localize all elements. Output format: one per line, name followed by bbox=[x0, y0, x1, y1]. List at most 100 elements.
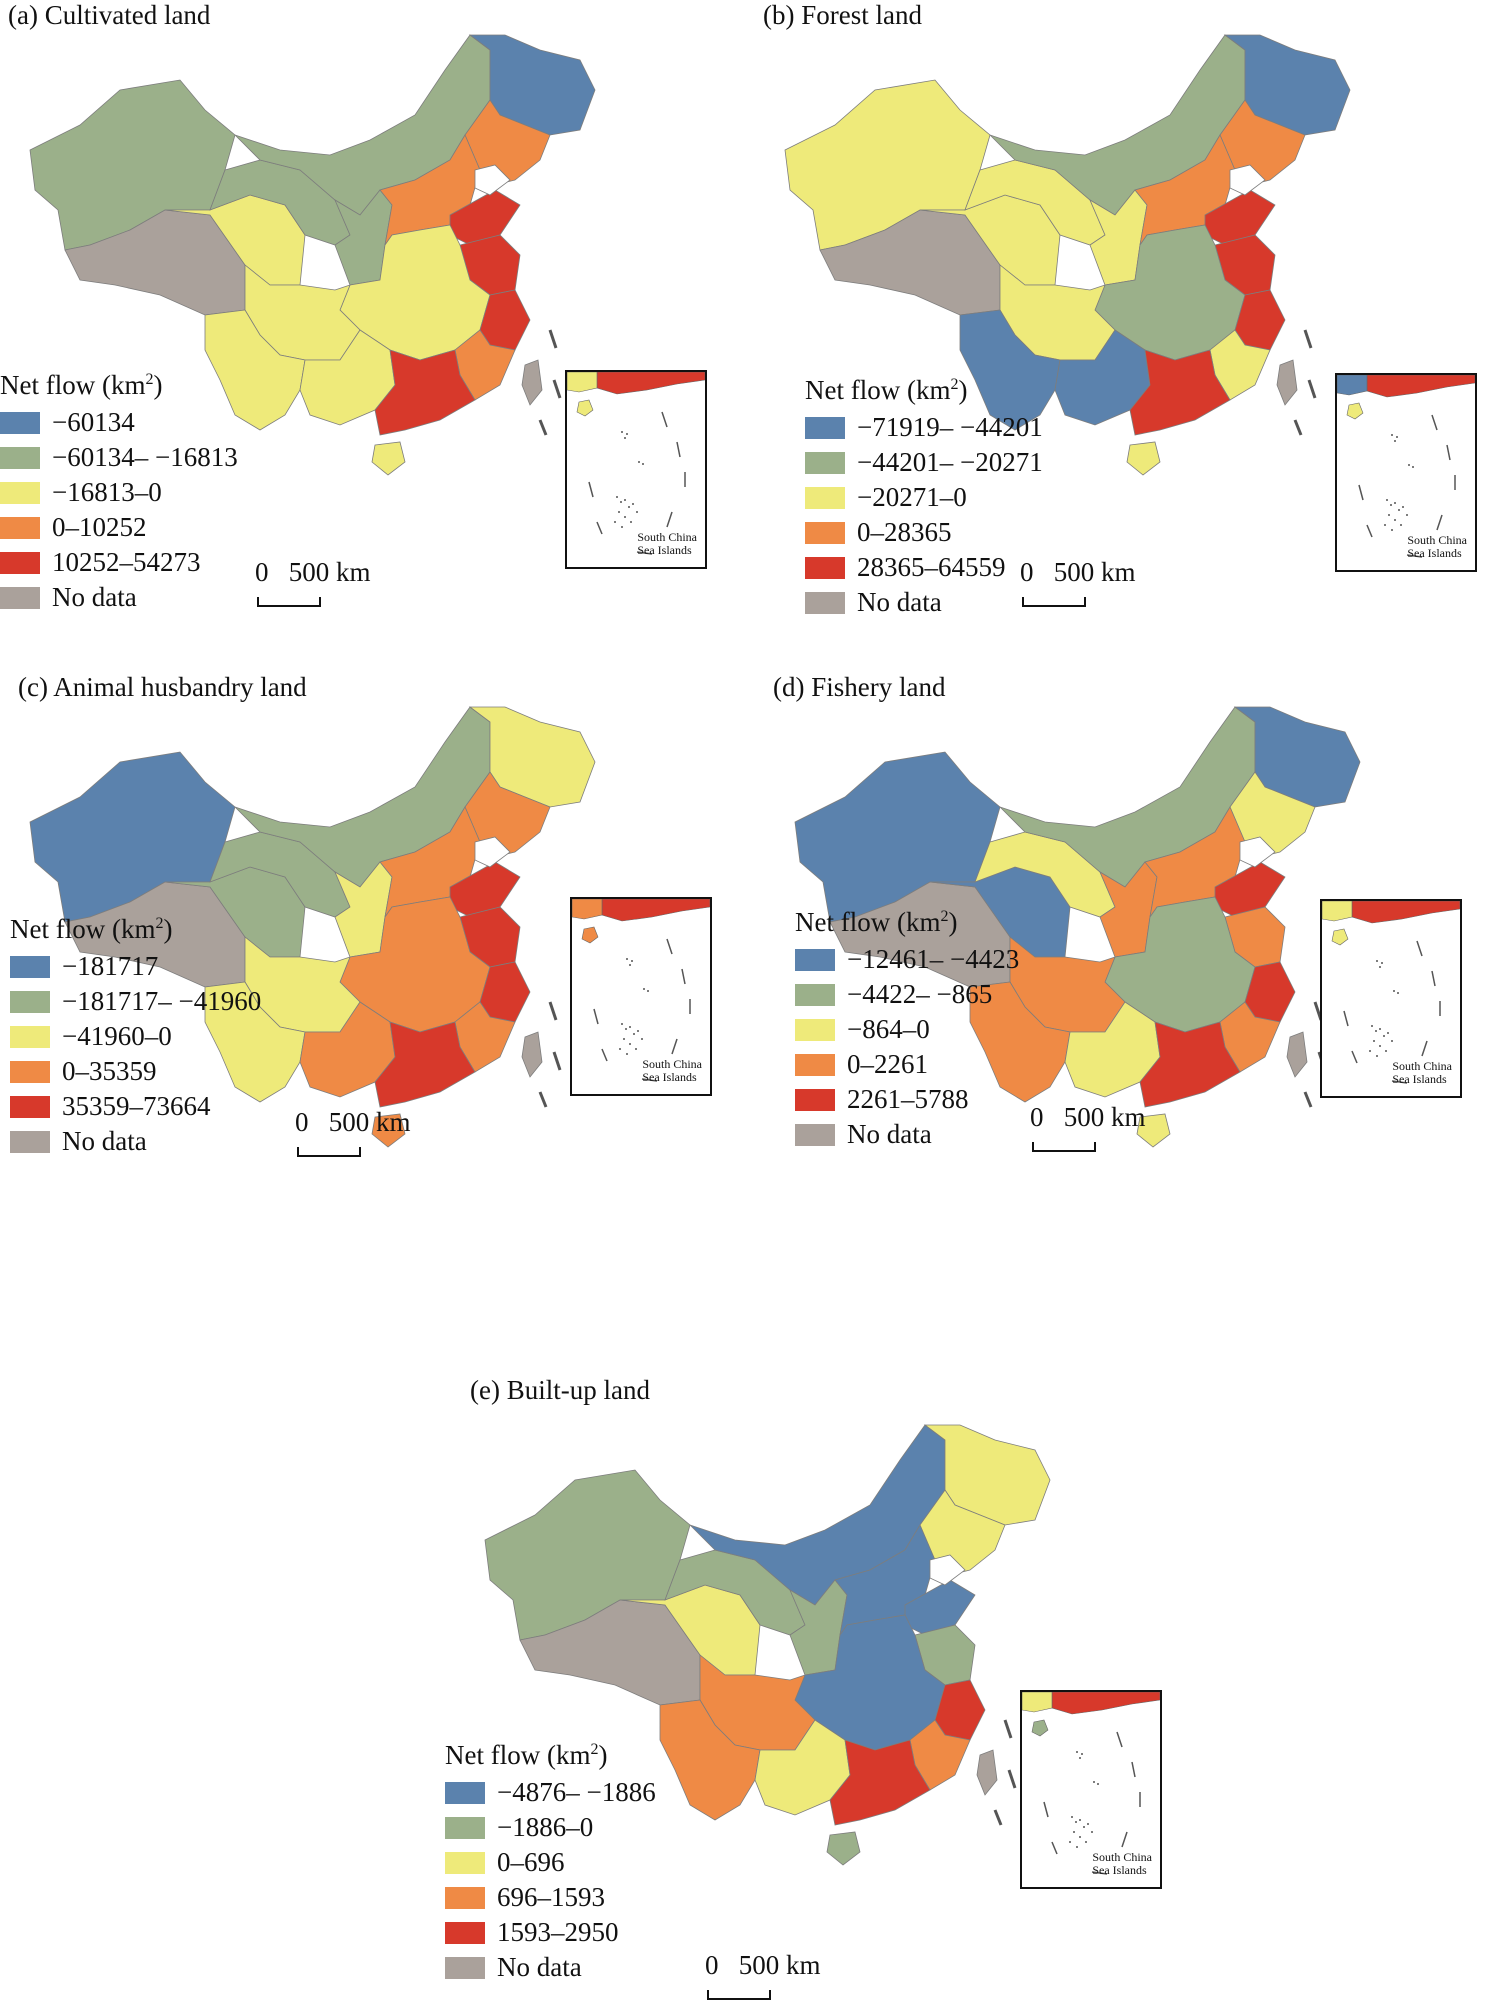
boundary-dash bbox=[538, 419, 548, 436]
boundary-dash bbox=[1303, 329, 1313, 349]
region-guangdong bbox=[829, 1739, 931, 1826]
inset-island-dot bbox=[625, 1028, 627, 1030]
legend-item: −864–0 bbox=[795, 1012, 1019, 1047]
legend-swatch bbox=[795, 1123, 835, 1146]
boundary-dash bbox=[1003, 1719, 1013, 1739]
inset-island-dot bbox=[620, 501, 622, 503]
inset-boundary-dash bbox=[1436, 514, 1443, 531]
inset-island-dot bbox=[1412, 466, 1414, 468]
legend-swatch bbox=[10, 955, 50, 978]
inset-island-dot bbox=[636, 511, 638, 513]
inset-island-dot bbox=[631, 960, 633, 962]
inset-island-dot bbox=[1388, 514, 1390, 516]
scale-line bbox=[1032, 1142, 1096, 1152]
legend-title: Net flow (km2) bbox=[0, 370, 163, 400]
south-china-sea-inset: South China Sea Islands bbox=[1320, 899, 1462, 1098]
region-northeast bbox=[1223, 34, 1351, 136]
inset-island-dot bbox=[1079, 1819, 1081, 1821]
inset-island-dot bbox=[614, 521, 616, 523]
region-taiwan bbox=[1286, 1031, 1308, 1078]
inset-boundary-dash bbox=[588, 481, 594, 498]
inset-label: South China Sea Islands bbox=[1392, 1060, 1452, 1086]
legend-swatch bbox=[445, 1956, 485, 1979]
legend-label: No data bbox=[52, 582, 137, 612]
region-yunnan bbox=[969, 981, 1071, 1103]
region-hainan bbox=[371, 1113, 406, 1148]
legend-item: 10252–54273 bbox=[0, 545, 238, 580]
inset-boundary-dash bbox=[601, 1048, 608, 1062]
legend-label: 696–1593 bbox=[497, 1882, 605, 1912]
scale-label: 0 500 km bbox=[1030, 1102, 1146, 1132]
inset-island-dot bbox=[616, 496, 618, 498]
inset-label: South China Sea Islands bbox=[1092, 1851, 1152, 1877]
legend-swatch bbox=[795, 1053, 835, 1076]
inset-hainan bbox=[1331, 928, 1349, 946]
legend: Net flow (km2) −71919– −44201 −44201– −202… bbox=[805, 375, 1043, 620]
legend-swatch bbox=[445, 1886, 485, 1909]
legend-title: Net flow (km2) bbox=[445, 1740, 608, 1770]
inset-island-dot bbox=[635, 1048, 637, 1050]
south-china-sea-inset: South China Sea Islands bbox=[1020, 1690, 1162, 1889]
inset-boundary-dash bbox=[1351, 1050, 1358, 1064]
bohai-sea bbox=[474, 836, 511, 868]
legend-swatch bbox=[805, 486, 845, 509]
inset-island-dot bbox=[1394, 502, 1396, 504]
legend-swatch bbox=[795, 1018, 835, 1041]
legend-item: −4876– −1886 bbox=[445, 1775, 656, 1810]
scale-line bbox=[1022, 597, 1086, 607]
inset-label-line: Sea Islands bbox=[1392, 1072, 1447, 1086]
legend-label: 0–35359 bbox=[62, 1056, 157, 1086]
inset-label-line: South China bbox=[642, 1057, 702, 1071]
legend: Net flow (km2) −181717 −181717– −41960 −419… bbox=[10, 914, 261, 1159]
legend-label: −20271–0 bbox=[857, 482, 967, 512]
legend-item: 0–2261 bbox=[795, 1047, 1019, 1082]
inset-west bbox=[567, 372, 598, 393]
inset-island-dot bbox=[1373, 1040, 1375, 1042]
legend-item: −41960–0 bbox=[10, 1019, 261, 1054]
inset-island-dot bbox=[626, 1053, 628, 1055]
inset-boundary-dash bbox=[1343, 1010, 1349, 1027]
legend-label: 0–696 bbox=[497, 1847, 565, 1877]
region-yunnan bbox=[204, 981, 306, 1103]
inset-boundary-dash bbox=[1121, 1831, 1128, 1848]
legend-swatch bbox=[0, 586, 40, 609]
inset-island-dot bbox=[629, 1026, 631, 1028]
legend-label: 2261–5788 bbox=[847, 1084, 969, 1114]
legend-item: −181717– −41960 bbox=[10, 984, 261, 1019]
legend-swatch bbox=[0, 481, 40, 504]
panel-title: (e) Built-up land bbox=[470, 1375, 650, 1405]
inset-boundary-dash bbox=[1431, 414, 1438, 431]
inset-label-line: South China bbox=[1407, 533, 1467, 547]
region-hainan bbox=[1126, 441, 1161, 476]
boundary-dash bbox=[1307, 379, 1317, 399]
inset-island-dot bbox=[1396, 436, 1398, 438]
boundary-dash bbox=[552, 379, 562, 399]
inset-boundary-dash bbox=[666, 938, 673, 955]
legend-item: 35359–73664 bbox=[10, 1089, 261, 1124]
china-map bbox=[794, 706, 1361, 1148]
scale-bar: 0 500 km bbox=[1020, 557, 1136, 607]
region-guangdong bbox=[1139, 1021, 1241, 1108]
inset-boundary-dash bbox=[593, 1008, 599, 1025]
inset-hainan bbox=[576, 399, 594, 417]
legend-title: Net flow (km2) bbox=[805, 375, 968, 405]
china-map bbox=[29, 34, 596, 476]
legend-label: No data bbox=[857, 587, 942, 617]
inset-island-dot bbox=[1076, 1751, 1078, 1753]
region-northeast bbox=[923, 1424, 1051, 1526]
inset-label-line: South China bbox=[1092, 1850, 1152, 1864]
bohai-sea bbox=[1229, 164, 1266, 196]
legend: Net flow (km2) −12461– −4423 −4422– −865 −8… bbox=[795, 907, 1019, 1152]
panel-title: (d) Fishery land bbox=[773, 672, 946, 702]
legend-item: −60134 bbox=[0, 405, 238, 440]
inset-island-dot bbox=[621, 1023, 623, 1025]
inset-island-dot bbox=[624, 499, 626, 501]
south-china-sea-inset: South China Sea Islands bbox=[570, 897, 712, 1096]
inset-boundary-dash bbox=[1043, 1801, 1049, 1818]
region-guangdong bbox=[1129, 349, 1231, 436]
inset-island-dot bbox=[1391, 1040, 1393, 1042]
legend-label: −181717 bbox=[62, 951, 159, 981]
map-panel-cultivated: (a) Cultivated land Net flow (km2) −60134 −… bbox=[0, 0, 740, 640]
inset-island-dot bbox=[1393, 990, 1395, 992]
region-taiwan bbox=[521, 359, 543, 406]
